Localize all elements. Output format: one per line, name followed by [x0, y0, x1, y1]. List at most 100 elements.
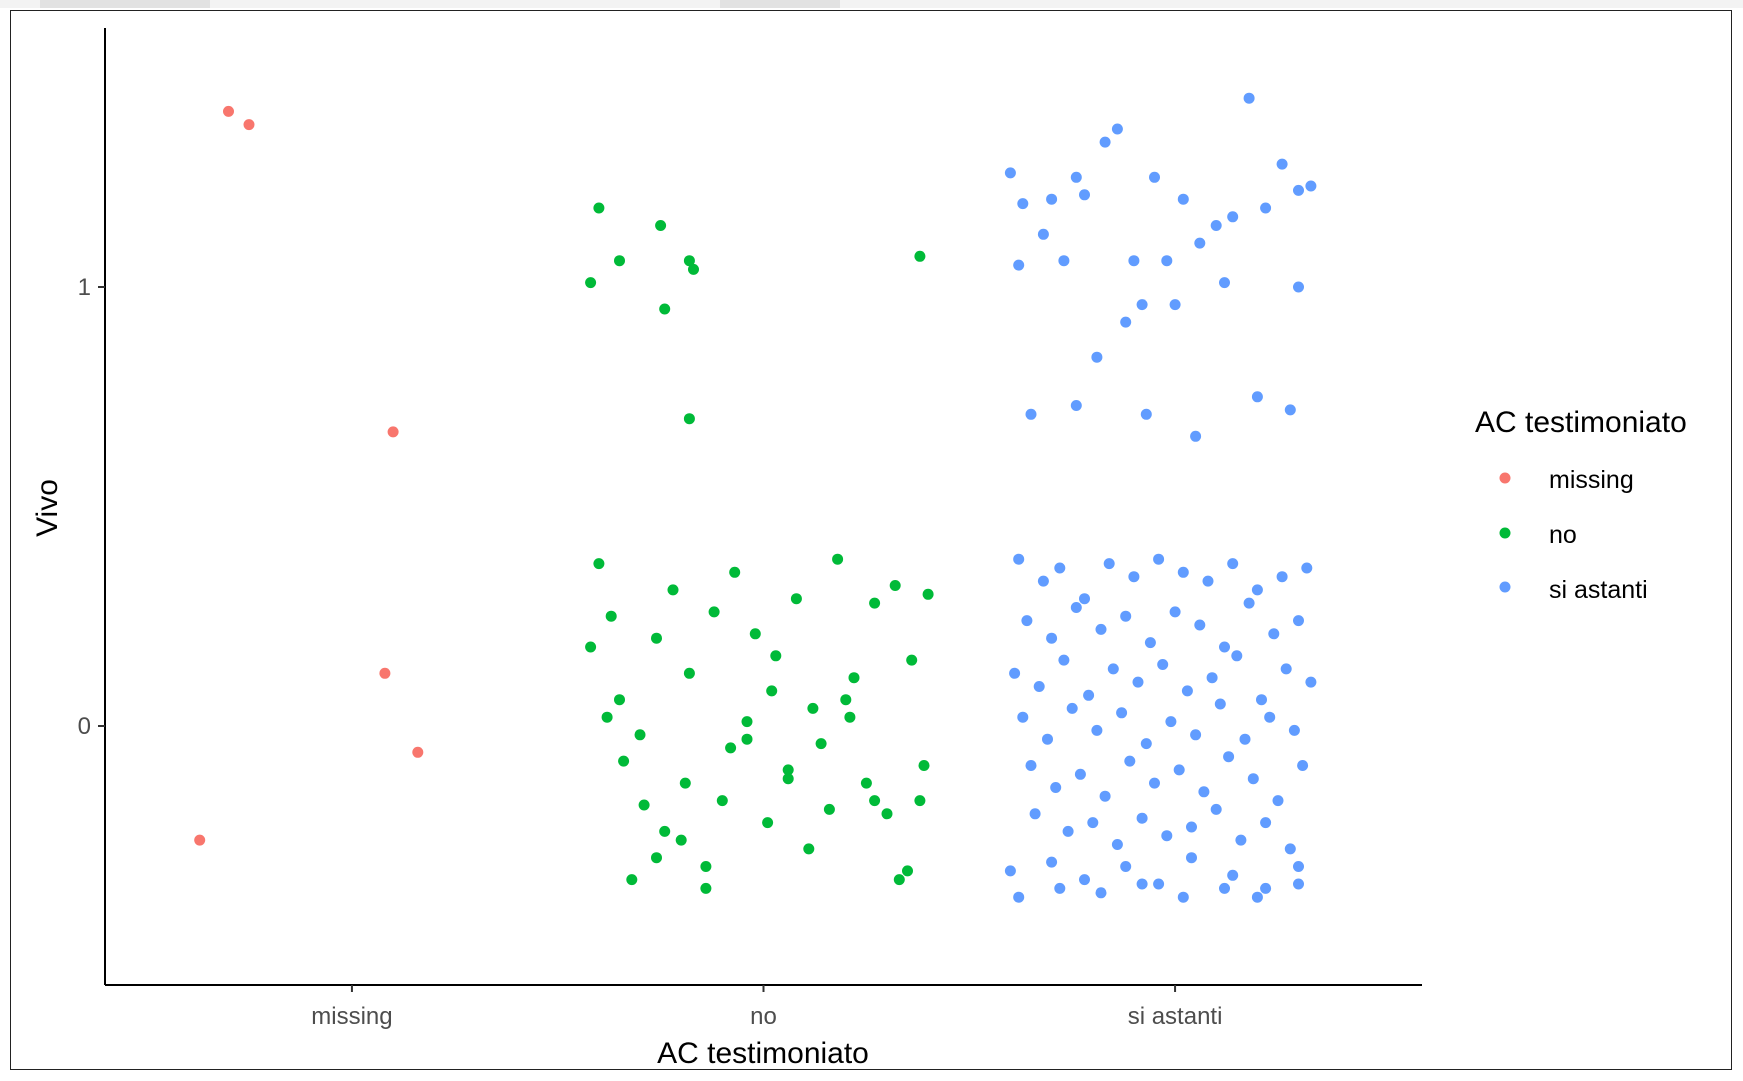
point-no-vivo-0	[683, 667, 695, 679]
point-si-astanti-vivo-0	[1219, 882, 1230, 894]
point-missing	[412, 746, 424, 758]
point-si-astanti-vivo-0	[1214, 698, 1226, 710]
legend-key-missing	[1499, 472, 1511, 484]
point-si-astanti-vivo-0	[1054, 562, 1066, 574]
point-si-astanti	[1004, 167, 1016, 179]
point-no-vivo-0	[651, 852, 662, 864]
point-no-vivo-0	[918, 760, 930, 771]
point-no-vivo-0	[679, 777, 691, 789]
point-si-astanti-vivo-0	[1293, 878, 1304, 890]
window-tab[interactable]	[720, 0, 840, 8]
point-no-vivo-0	[729, 566, 741, 578]
point-si-astanti	[1260, 202, 1272, 214]
point-si-astanti-vivo-0	[1004, 865, 1016, 877]
point-si-astanti-vivo-0	[1165, 716, 1177, 728]
point-si-astanti-vivo-0	[1260, 882, 1272, 894]
point-si-astanti	[1079, 189, 1090, 201]
point-no-vivo-0	[614, 694, 625, 706]
point-si-astanti-vivo-0	[1140, 738, 1152, 750]
point-no-vivo-0	[860, 777, 872, 789]
point-no-vivo-0	[667, 584, 679, 596]
point-no-vivo-0	[840, 694, 852, 706]
point-si-astanti-vivo-0	[1198, 786, 1210, 798]
point-no-vivo-0	[889, 580, 901, 591]
point-si-astanti-vivo-0	[1177, 566, 1189, 578]
y-tick-label: 0	[78, 713, 91, 740]
point-si-astanti-vivo-0	[1219, 641, 1230, 653]
point-si-astanti-vivo-0	[1083, 689, 1095, 701]
point-no-vivo-0	[848, 672, 860, 684]
point-si-astanti	[1190, 430, 1202, 442]
point-si-astanti-vivo-0	[1017, 711, 1029, 723]
point-si-astanti	[1070, 171, 1082, 183]
point-si-astanti	[1169, 299, 1181, 311]
point-si-astanti-vivo-0	[1260, 817, 1272, 829]
point-si-astanti-vivo-0	[1161, 830, 1173, 842]
point-si-astanti	[1227, 211, 1239, 223]
point-si-astanti-vivo-0	[1042, 733, 1053, 745]
point-si-astanti	[1091, 351, 1103, 363]
point-si-astanti-vivo-0	[1087, 817, 1099, 829]
point-si-astanti-vivo-0	[1280, 663, 1292, 675]
legend-key-si-astanti	[1499, 581, 1511, 593]
point-si-astanti-vivo-0	[1190, 729, 1202, 741]
legend-label-si-astanti: si astanti	[1549, 576, 1648, 604]
point-no-vivo-0	[659, 825, 671, 837]
point-si-astanti-vivo-0	[1276, 571, 1288, 583]
point-si-astanti-vivo-0	[1136, 812, 1148, 824]
legend-item-missing: missing	[1499, 466, 1634, 494]
point-si-astanti-vivo-0	[1107, 663, 1119, 675]
point-si-astanti-vivo-0	[1169, 606, 1181, 618]
point-si-astanti-vivo-0	[1264, 711, 1276, 723]
point-si-astanti	[1243, 92, 1255, 104]
point-si-astanti-vivo-0	[1247, 773, 1259, 785]
point-si-astanti-vivo-0	[1029, 808, 1041, 820]
point-no-vivo-0	[634, 729, 646, 741]
point-no-vivo-0	[593, 558, 605, 570]
x-tick-label: missing	[311, 1003, 392, 1030]
x-axis-ticks: missing no si astanti	[311, 985, 1222, 1030]
window-tab[interactable]	[40, 0, 210, 8]
point-no	[683, 255, 695, 267]
point-no-vivo-0	[832, 553, 844, 565]
point-no-vivo-0	[914, 795, 926, 807]
point-si-astanti-vivo-0	[1157, 659, 1169, 670]
point-si-astanti	[1276, 158, 1288, 170]
point-si-astanti-vivo-0	[1091, 724, 1103, 736]
point-no-vivo-0	[782, 764, 794, 776]
y-axis-title: Vivo	[31, 479, 64, 537]
point-no-vivo-0	[922, 588, 934, 600]
point-si-astanti-vivo-0	[1050, 782, 1062, 793]
point-no	[688, 263, 699, 275]
point-si-astanti-vivo-0	[1272, 795, 1284, 807]
point-si-astanti-vivo-0	[1243, 597, 1255, 609]
point-si-astanti-vivo-0	[1223, 751, 1235, 763]
point-si-astanti-vivo-0	[1239, 733, 1251, 745]
point-si-astanti-vivo-0	[1181, 685, 1193, 697]
point-si-astanti	[1058, 255, 1070, 267]
point-no-vivo-0	[762, 817, 774, 829]
point-si-astanti	[1099, 136, 1111, 148]
point-si-astanti-vivo-0	[1111, 839, 1123, 850]
point-si-astanti	[1293, 184, 1304, 196]
point-missing	[223, 105, 234, 117]
point-no	[659, 303, 671, 315]
point-si-astanti-vivo-0	[1009, 667, 1021, 679]
point-si-astanti-vivo-0	[1227, 558, 1239, 570]
point-si-astanti-vivo-0	[1116, 707, 1128, 719]
y-axis-ticks: 01	[78, 274, 105, 740]
point-si-astanti-vivo-0	[1149, 777, 1160, 789]
point-no-vivo-0	[638, 799, 650, 811]
point-si-astanti-vivo-0	[1256, 694, 1267, 706]
point-no-vivo-0	[601, 711, 613, 723]
point-no-vivo-0	[869, 597, 881, 609]
point-si-astanti-vivo-0	[1153, 553, 1165, 565]
point-si-astanti-vivo-0	[1177, 891, 1189, 903]
point-no-vivo-0	[893, 874, 905, 886]
x-tick-label: no	[750, 1003, 777, 1030]
point-si-astanti-vivo-0	[1153, 878, 1165, 890]
point-si-astanti-vivo-0	[1058, 654, 1070, 666]
point-si-astanti-vivo-0	[1021, 615, 1033, 627]
point-no	[683, 413, 695, 425]
point-si-astanti-vivo-0	[1284, 843, 1296, 855]
